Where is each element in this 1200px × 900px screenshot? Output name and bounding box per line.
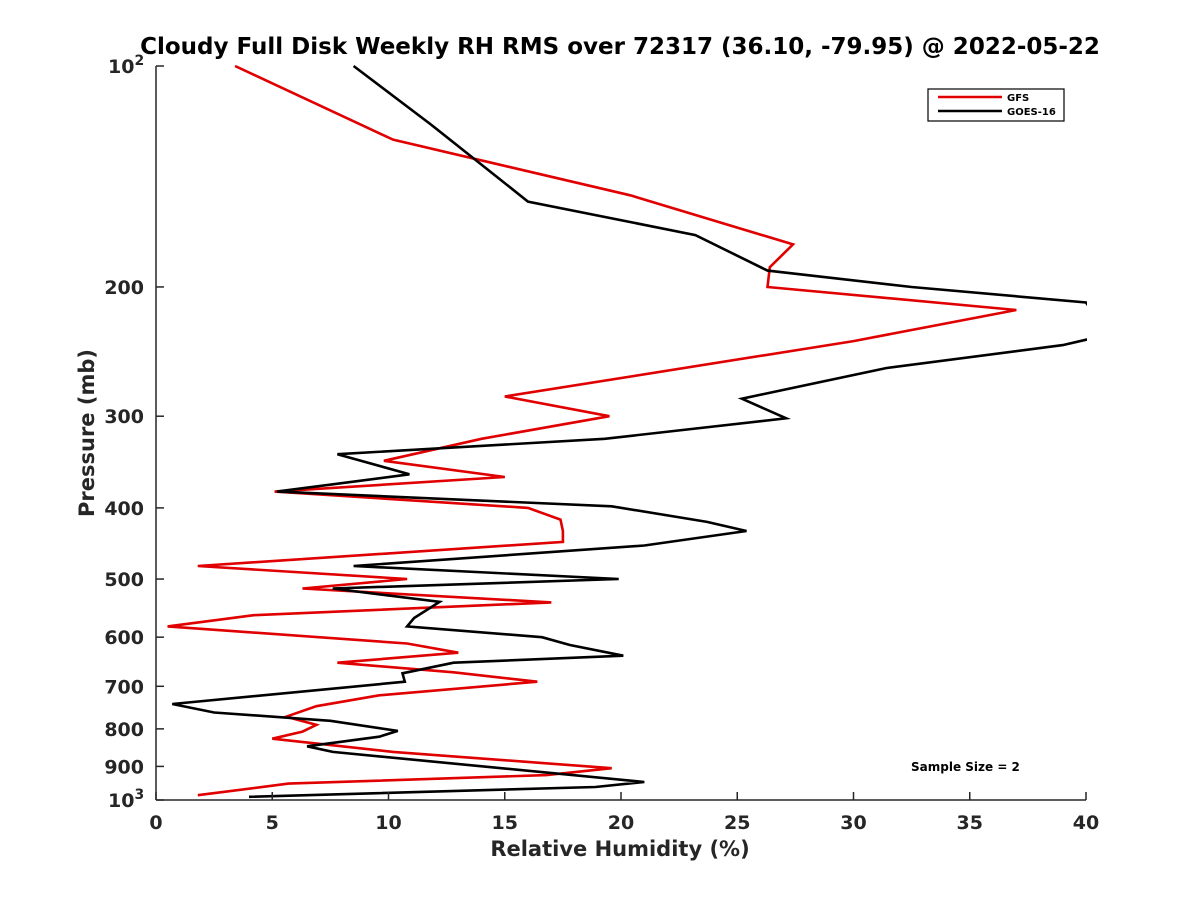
y-ticks-layer: 102 200 300 400 500 600 700 800 900 103 xyxy=(104,53,164,812)
x-tick-label: 20 xyxy=(608,812,634,834)
x-ticks-layer: 0 5 10 15 20 25 30 35 40 xyxy=(149,792,1099,834)
chart-title: Cloudy Full Disk Weekly RH RMS over 7231… xyxy=(140,34,1100,60)
x-tick-label: 40 xyxy=(1073,812,1099,834)
legend-label-goes16: GOES-16 xyxy=(1007,107,1056,118)
x-axis-title: Relative Humidity (%) xyxy=(490,837,749,861)
x-tick-label: 5 xyxy=(266,812,279,834)
y-tick-label: 700 xyxy=(104,676,144,698)
y-tick-label: 102 xyxy=(108,53,144,78)
y-tick-label: 300 xyxy=(104,406,144,428)
y-tick-label: 900 xyxy=(104,756,144,778)
x-tick-label: 35 xyxy=(957,812,983,834)
y-axis-title: Pressure (mb) xyxy=(75,349,99,517)
y-tick-label: 200 xyxy=(104,277,144,299)
plot-area xyxy=(156,66,1086,800)
series-line-goes16 xyxy=(172,64,1087,799)
legend-label-gfs: GFS xyxy=(1007,93,1029,104)
y-tick-label: 600 xyxy=(104,627,144,649)
sample-size-annotation: Sample Size = 2 xyxy=(911,760,1020,774)
series-layer xyxy=(167,64,1087,799)
legend-box xyxy=(927,88,1065,122)
x-tick-label: 30 xyxy=(840,812,866,834)
x-tick-label: 15 xyxy=(492,812,518,834)
y-tick-label: 400 xyxy=(104,498,144,520)
y-tick-label: 500 xyxy=(104,569,144,591)
y-tick-label: 103 xyxy=(108,787,144,812)
x-tick-label: 10 xyxy=(375,812,401,834)
series-line-gfs xyxy=(167,64,1017,797)
x-tick-label: 0 xyxy=(149,812,162,834)
legend: GFS GOES-16 xyxy=(927,88,1065,122)
y-tick-label: 800 xyxy=(104,719,144,741)
x-tick-label: 25 xyxy=(724,812,750,834)
